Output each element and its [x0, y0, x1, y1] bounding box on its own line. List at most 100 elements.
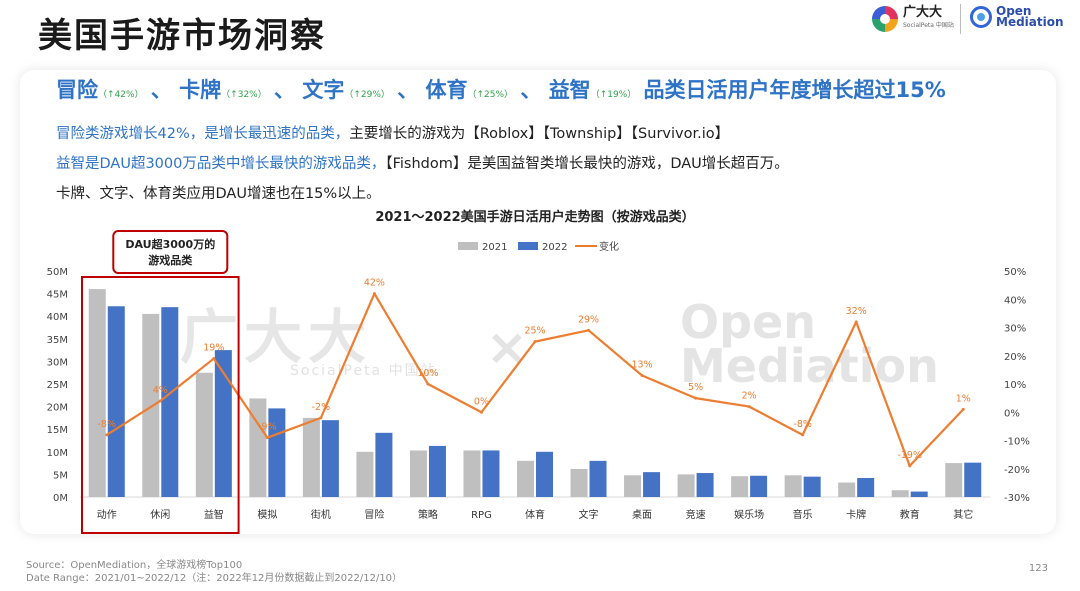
- change-point: [801, 433, 805, 437]
- headline-item: 体育: [425, 78, 468, 102]
- legend-label: 变化: [599, 240, 619, 253]
- x-tick-label: 模拟: [257, 508, 277, 521]
- socialpeta-logo: 广大大 SocialPeta 中国站: [872, 6, 954, 32]
- change-data-label: 25%: [524, 326, 545, 337]
- legend-swatch: [458, 242, 478, 250]
- headline-change: （↑42%）: [98, 90, 144, 100]
- change-data-label: 13%: [631, 360, 652, 371]
- change-point: [319, 416, 323, 420]
- change-data-label: 5%: [688, 382, 703, 393]
- y-right-tick-label: -30%: [1004, 493, 1030, 504]
- headline: 冒险（↑42%） 、 卡牌（↑32%） 、 文字（↑29%） 、 体育（↑25%…: [56, 74, 946, 104]
- insight-1-highlight: 冒险类游戏增长42%，是增长最迅速的品类，: [56, 126, 350, 142]
- bar-2022: [589, 460, 607, 497]
- change-point: [212, 357, 216, 361]
- change-data-label: 10%: [417, 368, 438, 379]
- highlight-label-box: [112, 230, 229, 274]
- page-title: 美国手游市场洞察: [38, 16, 326, 56]
- change-data-label: 4%: [153, 385, 168, 396]
- change-point: [426, 382, 430, 386]
- bar-2022: [214, 350, 232, 497]
- y-left-tick-label: 30M: [47, 357, 68, 368]
- insight-2-rest: 【Fishdom】是美国益智类增长最快的游戏，DAU增长超百万。: [385, 156, 789, 172]
- bar-2022: [643, 472, 661, 497]
- x-tick-label: 文字: [579, 508, 599, 521]
- bar-2021: [838, 482, 856, 497]
- footer-source: Source：OpenMediation，全球游戏榜Top100 Date Ra…: [26, 559, 402, 585]
- bar-2021: [195, 372, 213, 497]
- change-data-label: 19%: [203, 343, 224, 354]
- change-data-label: -2%: [312, 402, 331, 413]
- x-tick-label: 益智: [204, 508, 224, 521]
- headline-change: （↑32%）: [221, 90, 267, 100]
- change-point: [158, 399, 162, 403]
- x-tick-label: 冒险: [364, 508, 384, 521]
- bar-2021: [517, 460, 534, 497]
- y-left-tick-label: 5M: [53, 470, 68, 481]
- change-data-label: 42%: [364, 278, 385, 289]
- y-left-tick-label: 50M: [47, 267, 68, 278]
- bar-2021: [409, 450, 427, 497]
- headline-item: 益智: [548, 78, 591, 102]
- highlight-label-line2: 游戏品类: [148, 253, 193, 267]
- logo-divider: [960, 4, 961, 34]
- y-left-tick-label: 20M: [47, 403, 68, 414]
- page-number: 123: [1028, 563, 1048, 574]
- openmediation-logo-text: Open Mediation: [996, 5, 1064, 29]
- bar-2021: [945, 463, 963, 497]
- change-point: [105, 433, 109, 437]
- change-data-label: -8%: [793, 419, 812, 430]
- x-tick-label: RPG: [471, 510, 492, 521]
- legend-label: 2021: [482, 242, 507, 253]
- x-tick-label: 动作: [97, 509, 117, 521]
- x-tick-label: 娱乐场: [734, 508, 764, 521]
- insight-1-rest: 主要增长的游戏为【Roblox】【Township】【Survivor.io】: [349, 126, 730, 142]
- watermark-brand2-l2: Mediation: [680, 339, 939, 393]
- x-tick-label: 街机: [311, 508, 331, 521]
- change-point: [533, 340, 537, 344]
- chart-title: 2021～2022美国手游日活用户走势图（按游戏品类）: [375, 209, 694, 225]
- x-tick-label: 桌面: [632, 508, 652, 521]
- change-data-label: -8%: [98, 419, 117, 430]
- bar-2021: [249, 398, 267, 497]
- y-left-tick-label: 0M: [53, 493, 68, 504]
- watermark-brand1-sub: SocialPeta 中国站: [290, 363, 437, 379]
- change-point: [694, 396, 698, 400]
- change-point: [587, 328, 591, 332]
- highlight-label-line1: DAU超3000万的: [125, 237, 215, 251]
- y-right-tick-label: 50%: [1004, 267, 1026, 278]
- change-data-label: 0%: [474, 396, 489, 407]
- watermark-brand2-l1: Open: [680, 295, 816, 349]
- y-left-tick-label: 45M: [47, 290, 68, 301]
- logo1-name: 广大大: [903, 5, 943, 20]
- logo2-line2: Mediation: [996, 15, 1064, 29]
- bar-2022: [107, 306, 125, 497]
- change-point: [854, 320, 858, 324]
- change-point: [479, 410, 483, 414]
- bar-2022: [857, 478, 875, 497]
- bar-2022: [321, 420, 339, 497]
- bar-2022: [696, 473, 714, 497]
- bar-2021: [463, 450, 481, 497]
- bar-2021: [88, 289, 106, 497]
- y-right-tick-label: -20%: [1004, 465, 1030, 476]
- bar-2021: [356, 451, 374, 497]
- change-data-label: 2%: [742, 391, 757, 402]
- y-left-tick-label: 15M: [47, 425, 68, 436]
- bar-2021: [784, 475, 802, 497]
- change-data-label: 32%: [846, 306, 867, 317]
- headline-item: 文字: [302, 78, 345, 102]
- change-point: [265, 436, 269, 440]
- change-point: [747, 405, 751, 409]
- headline-sep: 、: [397, 78, 419, 102]
- bar-2022: [482, 450, 500, 497]
- bar-2022: [750, 475, 768, 497]
- legend-label: 2022: [542, 242, 567, 253]
- headline-item: 冒险: [56, 78, 98, 102]
- date-range-line: Date Range：2021/01~2022/12（注：2022年12月份数据…: [26, 573, 403, 584]
- headline-change: （↑25%）: [467, 90, 514, 100]
- bar-2022: [268, 408, 286, 497]
- insight-line-2: 益智是DAU超3000万品类中增长最快的游戏品类，【Fishdom】是美国益智类…: [56, 152, 789, 173]
- x-tick-label: 教育: [900, 508, 920, 521]
